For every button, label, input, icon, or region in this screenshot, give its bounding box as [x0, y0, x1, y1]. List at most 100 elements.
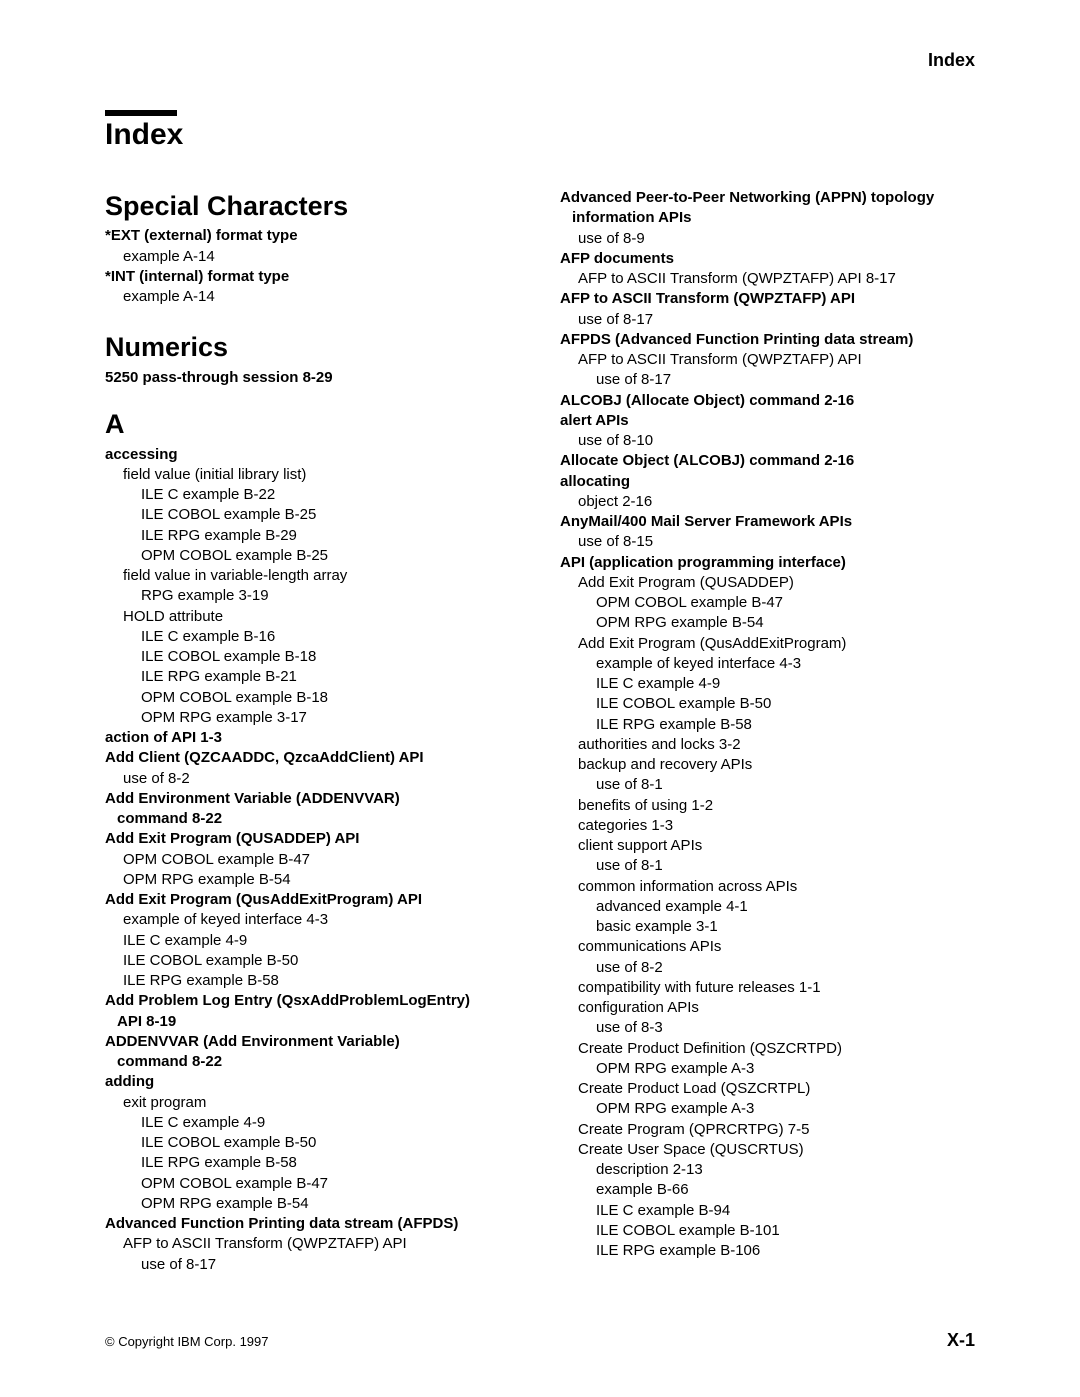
index-entry: object 2-16	[560, 492, 975, 512]
index-entry: use of 8-1	[560, 775, 975, 795]
index-entry: HOLD attribute	[105, 607, 520, 627]
index-entry: ILE C example B-94	[560, 1201, 975, 1221]
index-entry: ILE C example 4-9	[560, 674, 975, 694]
index-entry: ADDENVVAR (Add Environment Variable)	[105, 1032, 520, 1052]
index-entry: field value in variable-length array	[105, 566, 520, 586]
index-entry: ILE C example B-22	[105, 485, 520, 505]
index-entry: command 8-22	[105, 809, 520, 829]
index-entry: ALCOBJ (Allocate Object) command 2-16	[560, 391, 975, 411]
index-entry: Create User Space (QUSCRTUS)	[560, 1140, 975, 1160]
index-entry: alert APIs	[560, 411, 975, 431]
index-entry: Add Client (QZCAADDC, QzcaAddClient) API	[105, 748, 520, 768]
index-entry: advanced example 4-1	[560, 897, 975, 917]
index-entry: OPM RPG example B-54	[560, 613, 975, 633]
index-entry: ILE C example 4-9	[105, 1113, 520, 1133]
index-entry: OPM COBOL example B-18	[105, 688, 520, 708]
running-header: Index	[928, 50, 975, 71]
index-entry: field value (initial library list)	[105, 465, 520, 485]
index-entry: ILE COBOL example B-25	[105, 505, 520, 525]
index-entry: Add Environment Variable (ADDENVVAR)	[105, 789, 520, 809]
index-entry: adding	[105, 1072, 520, 1092]
index-entry: ILE RPG example B-21	[105, 667, 520, 687]
index-entry: use of 8-17	[105, 1255, 520, 1275]
index-entry: use of 8-3	[560, 1018, 975, 1038]
index-entry: example A-14	[105, 247, 520, 267]
section-special-chars: Special Characters	[105, 188, 520, 224]
index-entry: Create Program (QPRCRTPG) 7-5	[560, 1120, 975, 1140]
index-entry: common information across APIs	[560, 877, 975, 897]
index-entry: OPM RPG example 3-17	[105, 708, 520, 728]
index-entry: OPM RPG example B-54	[105, 1194, 520, 1214]
index-entry: authorities and locks 3-2	[560, 735, 975, 755]
index-entry: allocating	[560, 472, 975, 492]
index-entry: use of 8-15	[560, 532, 975, 552]
index-entry: ILE RPG example B-58	[105, 1153, 520, 1173]
index-entry: OPM RPG example A-3	[560, 1059, 975, 1079]
index-entry: 5250 pass-through session 8-29	[105, 368, 520, 388]
index-entry: description 2-13	[560, 1160, 975, 1180]
index-entry: action of API 1-3	[105, 728, 520, 748]
index-entry: RPG example 3-19	[105, 586, 520, 606]
index-entry: ILE COBOL example B-101	[560, 1221, 975, 1241]
index-entry: ILE C example 4-9	[105, 931, 520, 951]
index-entry: Add Exit Program (QUSADDEP)	[560, 573, 975, 593]
index-entry: Add Problem Log Entry (QsxAddProblemLogE…	[105, 991, 520, 1011]
index-entry: ILE COBOL example B-50	[105, 1133, 520, 1153]
index-entry: command 8-22	[105, 1052, 520, 1072]
page-title: Index	[105, 118, 975, 152]
index-entry: accessing	[105, 445, 520, 465]
index-entry: use of 8-10	[560, 431, 975, 451]
index-entry: example of keyed interface 4-3	[105, 910, 520, 930]
index-entry: compatibility with future releases 1-1	[560, 978, 975, 998]
index-entry: use of 8-1	[560, 856, 975, 876]
index-entry: ILE RPG example B-58	[560, 715, 975, 735]
index-entry: benefits of using 1-2	[560, 796, 975, 816]
index-entry: Add Exit Program (QusAddExitProgram)	[560, 634, 975, 654]
index-entry: use of 8-2	[105, 769, 520, 789]
index-entry: client support APIs	[560, 836, 975, 856]
index-entry: use of 8-2	[560, 958, 975, 978]
section-letter-a: A	[105, 406, 520, 442]
index-entry: basic example 3-1	[560, 917, 975, 937]
index-entry: Add Exit Program (QusAddExitProgram) API	[105, 890, 520, 910]
index-entry: ILE COBOL example B-50	[105, 951, 520, 971]
section-numerics: Numerics	[105, 329, 520, 365]
title-rule	[105, 110, 177, 116]
right-column: Advanced Peer-to-Peer Networking (APPN) …	[560, 188, 975, 1275]
index-entry: configuration APIs	[560, 998, 975, 1018]
index-entry: OPM RPG example B-54	[105, 870, 520, 890]
index-entry: OPM COBOL example B-47	[105, 850, 520, 870]
index-entry: AFP to ASCII Transform (QWPZTAFP) API	[560, 289, 975, 309]
index-entry: backup and recovery APIs	[560, 755, 975, 775]
index-entry: AFP documents	[560, 249, 975, 269]
index-entry: ILE RPG example B-29	[105, 526, 520, 546]
index-columns: Special Characters *EXT (external) forma…	[105, 188, 975, 1275]
index-entry: ILE COBOL example B-18	[105, 647, 520, 667]
page-number: X-1	[947, 1330, 975, 1351]
index-entry: AnyMail/400 Mail Server Framework APIs	[560, 512, 975, 532]
index-entry: *EXT (external) format type	[105, 226, 520, 246]
index-entry: example A-14	[105, 287, 520, 307]
page-footer: © Copyright IBM Corp. 1997 X-1	[105, 1330, 975, 1351]
index-entry: API 8-19	[105, 1012, 520, 1032]
index-entry: OPM COBOL example B-47	[105, 1174, 520, 1194]
index-entry: Create Product Load (QSZCRTPL)	[560, 1079, 975, 1099]
index-entry: OPM RPG example A-3	[560, 1099, 975, 1119]
index-entry: example B-66	[560, 1180, 975, 1200]
index-entry: Advanced Function Printing data stream (…	[105, 1214, 520, 1234]
index-entry: ILE COBOL example B-50	[560, 694, 975, 714]
index-entry: ILE RPG example B-58	[105, 971, 520, 991]
index-entry: exit program	[105, 1093, 520, 1113]
index-entry: AFP to ASCII Transform (QWPZTAFP) API 8-…	[560, 269, 975, 289]
index-entry: Create Product Definition (QSZCRTPD)	[560, 1039, 975, 1059]
index-entry: *INT (internal) format type	[105, 267, 520, 287]
index-entry: API (application programming interface)	[560, 553, 975, 573]
index-entry: OPM COBOL example B-47	[560, 593, 975, 613]
index-entry: AFP to ASCII Transform (QWPZTAFP) API	[105, 1234, 520, 1254]
copyright: © Copyright IBM Corp. 1997	[105, 1334, 268, 1349]
index-entry: AFP to ASCII Transform (QWPZTAFP) API	[560, 350, 975, 370]
index-entry: categories 1-3	[560, 816, 975, 836]
index-entry: OPM COBOL example B-25	[105, 546, 520, 566]
index-entry: communications APIs	[560, 937, 975, 957]
index-entry: example of keyed interface 4-3	[560, 654, 975, 674]
